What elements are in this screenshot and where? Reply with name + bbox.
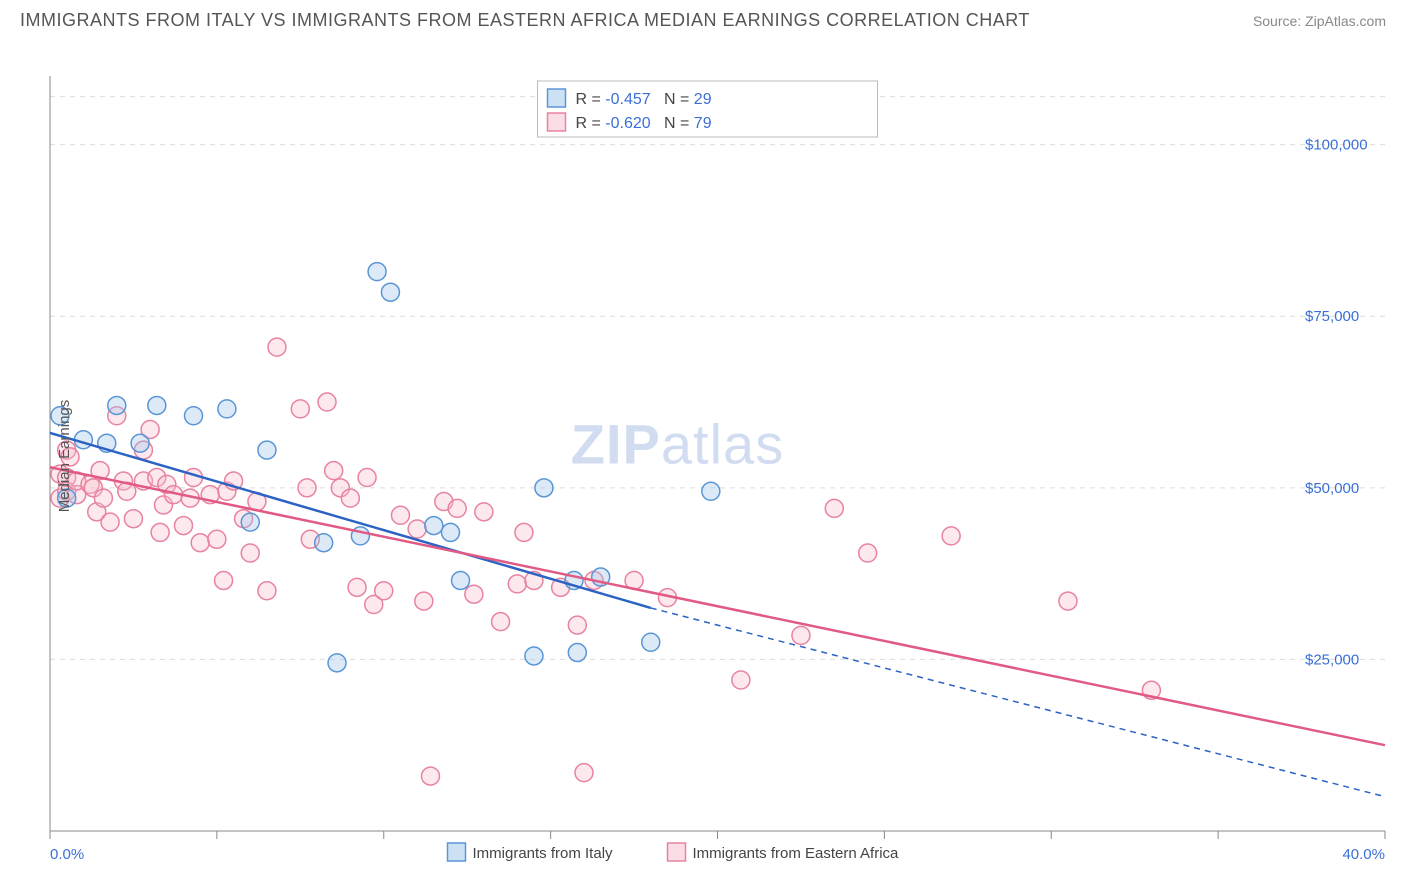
point-series-b [508,575,526,593]
point-series-a [381,283,399,301]
point-series-b [825,499,843,517]
bottom-label-b: Immigrants from Eastern Africa [693,845,900,862]
point-series-b [942,527,960,545]
y-tick-label: $25,000 [1305,651,1359,668]
point-series-b [348,578,366,596]
watermark: ZIPatlas [571,413,784,476]
point-series-b [215,571,233,589]
legend-swatch-b [548,113,566,131]
point-series-b [465,585,483,603]
point-series-a [425,517,443,535]
point-series-b [325,462,343,480]
y-axis-label: Median Earnings [56,400,73,513]
point-series-a [185,407,203,425]
corr-row-a: R = -0.457 N = 29 [576,91,712,108]
point-series-b [568,616,586,634]
point-series-a [258,441,276,459]
scatter-chart: $25,000 $50,000 $75,000 $100,000 ZIPatlas R =… [0,31,1406,881]
bottom-swatch-a [448,843,466,861]
point-series-a [328,654,346,672]
x-min-label: 0.0% [50,846,84,863]
point-series-b [475,503,493,521]
point-series-b [358,469,376,487]
point-series-b [175,517,193,535]
point-series-b [318,393,336,411]
point-series-a [368,263,386,281]
point-series-a [442,523,460,541]
point-series-b [421,767,439,785]
bottom-swatch-b [668,843,686,861]
point-series-b [408,520,426,538]
y-tick-label: $75,000 [1305,308,1359,325]
source-label: Source: ZipAtlas.com [1253,13,1386,29]
point-series-b [208,530,226,548]
y-tick-label: $50,000 [1305,480,1359,497]
point-series-b [124,510,142,528]
point-series-a [525,647,543,665]
point-series-a [108,396,126,414]
bottom-label-a: Immigrants from Italy [473,845,614,862]
point-series-b [859,544,877,562]
point-series-a [148,396,166,414]
point-series-a [642,633,660,651]
point-series-a [131,434,149,452]
point-series-b [448,499,466,517]
point-series-b [94,489,112,507]
trend-line-a-ext [651,608,1385,797]
point-series-a [702,482,720,500]
point-series-b [291,400,309,418]
point-series-b [101,513,119,531]
point-series-a [568,644,586,662]
point-series-b [732,671,750,689]
point-series-b [415,592,433,610]
point-series-b [298,479,316,497]
x-max-label: 40.0% [1342,846,1385,863]
legend-swatch-a [548,89,566,107]
point-series-b [575,764,593,782]
point-series-a [452,571,470,589]
corr-row-b: R = -0.620 N = 79 [576,115,712,132]
point-series-b [268,338,286,356]
point-series-b [1059,592,1077,610]
point-series-b [375,582,393,600]
chart-title: IMMIGRANTS FROM ITALY VS IMMIGRANTS FROM… [20,10,1030,31]
point-series-a [535,479,553,497]
point-series-a [241,513,259,531]
point-series-b [241,544,259,562]
point-series-a [218,400,236,418]
point-series-b [258,582,276,600]
point-series-b [151,523,169,541]
point-series-b [391,506,409,524]
point-series-b [492,613,510,631]
point-series-b [792,626,810,644]
point-series-b [515,523,533,541]
point-series-a [315,534,333,552]
point-series-b [191,534,209,552]
trend-line-b [50,467,1385,745]
point-series-b [341,489,359,507]
y-tick-label: $100,000 [1305,137,1368,154]
